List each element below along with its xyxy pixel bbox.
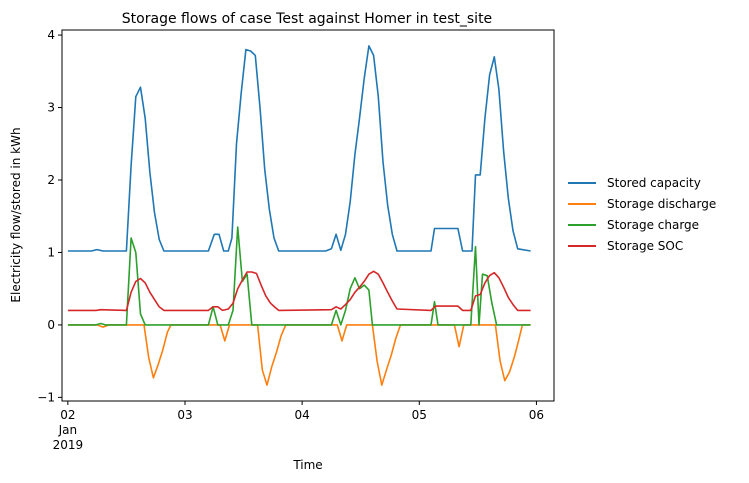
series-line-stored-capacity: [67, 45, 531, 252]
y-tick-label: 2: [47, 173, 55, 187]
legend-label: Storage discharge: [607, 197, 716, 211]
x-axis-label: Time: [292, 458, 322, 472]
plot-lines: [67, 45, 531, 386]
x-tick-label: 03: [177, 408, 192, 422]
y-tick-label: −1: [37, 390, 55, 404]
legend-label: Stored capacity: [607, 176, 701, 190]
legend: Stored capacity Storage discharge Storage …: [568, 176, 716, 253]
legend-label: Storage charge: [607, 218, 699, 232]
series-line-storage-soc: [67, 270, 531, 312]
y-tick-label: 4: [47, 28, 55, 42]
series-line-storage-charge: [67, 226, 531, 326]
plot-frame: [61, 29, 555, 402]
x-tick-label: 02: [60, 408, 75, 422]
y-axis: −1 0 1 2 3 4: [37, 28, 62, 404]
x-tick-label: 04: [295, 408, 310, 422]
y-axis-label: Electricity flow/stored in kWh: [9, 127, 23, 302]
chart-title: Storage flows of case Test against Homer…: [122, 11, 492, 27]
x-tick-label: Jan: [58, 423, 78, 437]
y-tick-label: 1: [47, 245, 55, 259]
y-tick-label: 0: [47, 318, 55, 332]
series-line-storage-discharge: [67, 324, 531, 386]
x-tick-label: 2019: [53, 438, 84, 452]
y-tick-label: 3: [47, 101, 55, 115]
legend-label: Storage SOC: [607, 239, 683, 253]
x-tick-label: 05: [412, 408, 427, 422]
x-tick-label: 06: [529, 408, 544, 422]
